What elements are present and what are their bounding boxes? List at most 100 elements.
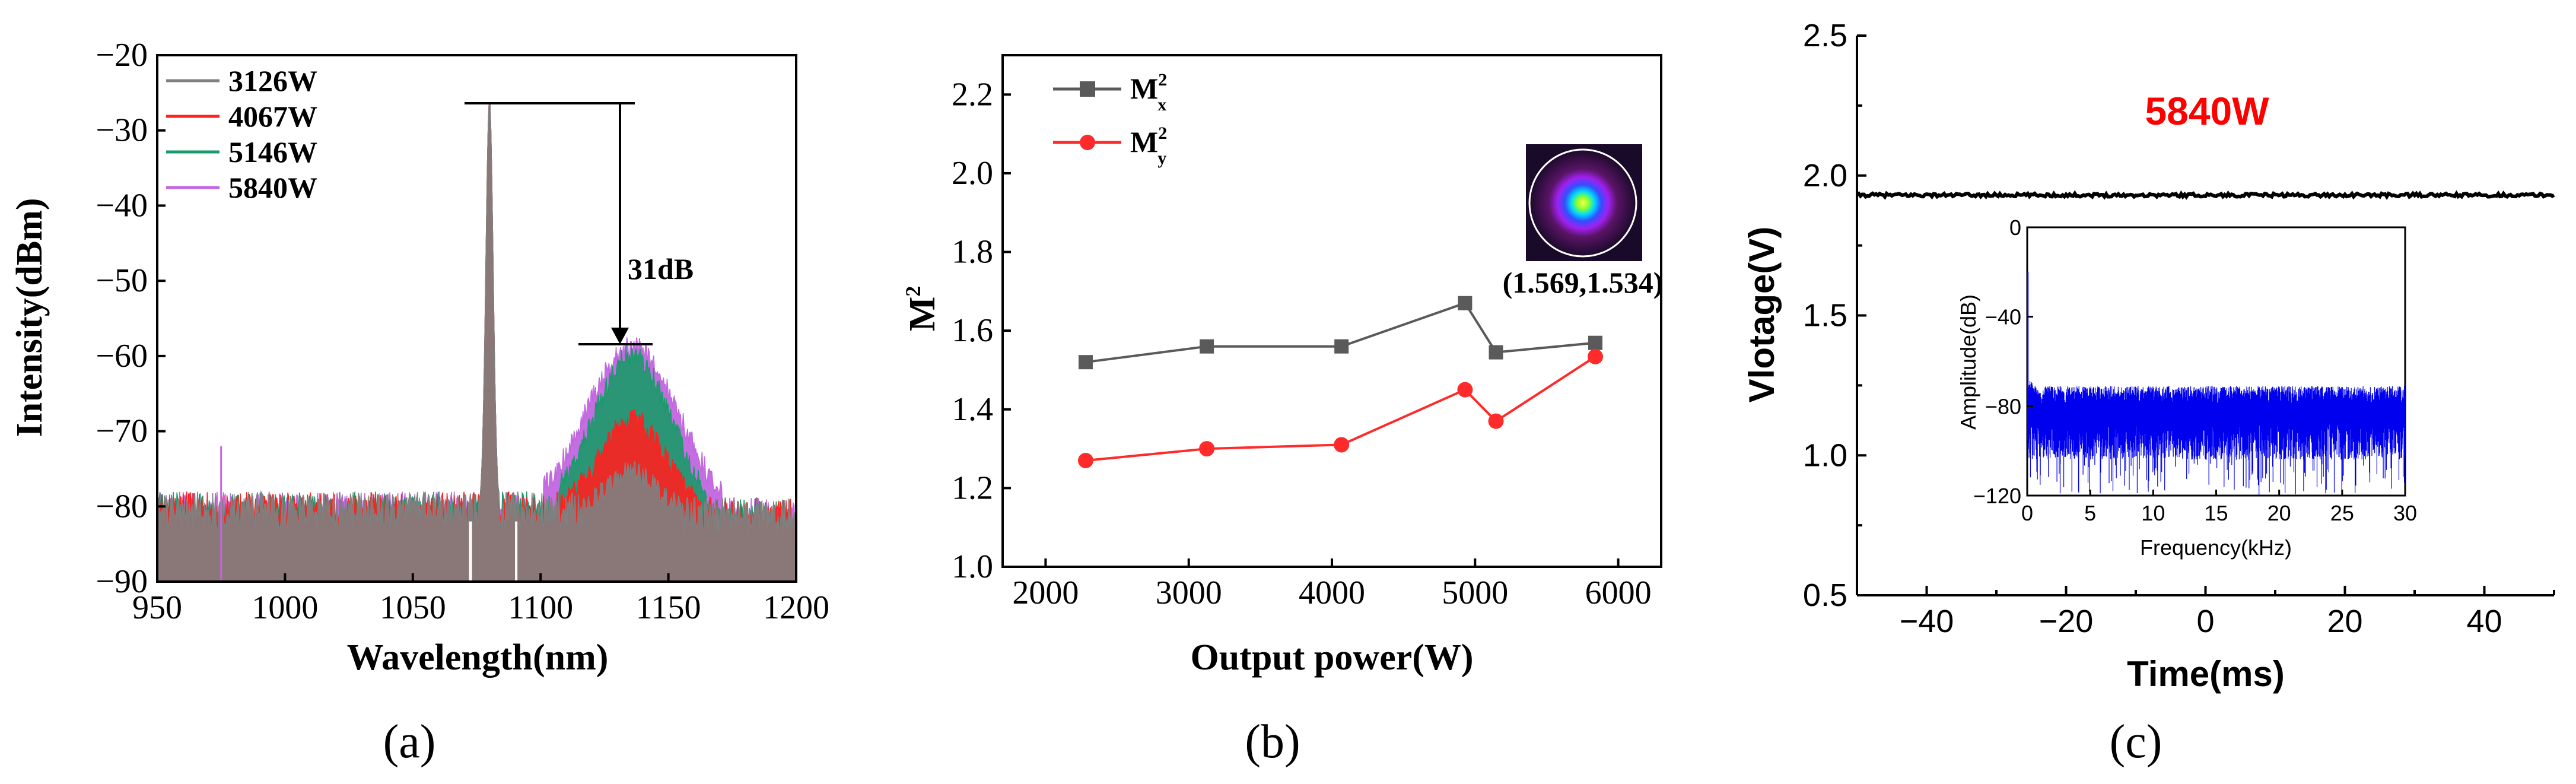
inset-ytick-label: −80	[1985, 394, 2021, 418]
data-point-mx	[1200, 339, 1214, 354]
panel-b-series	[1077, 296, 1603, 468]
panel-a-xtick-label: 1050	[380, 589, 446, 626]
panel-b: 2000 3000 4000 5000 6000 1.0 1.2 1.4 1.6 1.8 2.0 2.…	[901, 54, 1663, 768]
legend-mx-sup: 2	[1158, 70, 1167, 90]
panel-a-xlabel: Wavelength(nm)	[347, 637, 609, 678]
panel-b-ytick-label: 1.0	[952, 548, 993, 585]
legend-label-3126w: 3126W	[228, 64, 317, 97]
panel-a-ytick-label: −80	[96, 488, 148, 525]
annotation-31db: 31dB	[628, 252, 694, 285]
panel-a-ytick-label: −50	[96, 262, 148, 299]
inset-xtick-label: 20	[2267, 501, 2291, 525]
panel-b-xtick-label: 4000	[1299, 574, 1365, 611]
panel-a-ytick-label: −60	[96, 338, 148, 374]
inset-ticks: 0 5 10 15 20 25 30 0 −40 −80 −120	[1973, 215, 2417, 525]
panel-a-ylabel: Intensity(dBm)	[9, 198, 50, 437]
data-point-my	[1457, 382, 1473, 398]
inset-xtick-label: 30	[2393, 501, 2417, 525]
panel-b-xtick-label: 6000	[1585, 574, 1652, 611]
inset-xtick-label: 15	[2204, 501, 2228, 525]
panel-b-xtick-label: 5000	[1442, 574, 1508, 611]
inset-spectrum	[2027, 272, 2406, 496]
panel-c-ylabel: Vlotage(V)	[1742, 227, 1782, 403]
panel-b-ytick-label: 2.2	[952, 76, 993, 113]
panel-a-spectra	[157, 102, 797, 582]
panel-a-ticks: 950 1000 1050 1100 1150 1200 −90 −80 −70 −60 −50 −4…	[96, 37, 829, 626]
legend-label-mx: M2 x	[1130, 70, 1167, 115]
panel-a-frame	[156, 54, 797, 583]
panel-c-ticks: −40 −20 0 20 40 0.5 1.0 1.5 2.0 2.5	[1803, 18, 2555, 639]
panel-c-caption: (c)	[2110, 716, 2162, 768]
panel-b-ytick-label: 1.2	[952, 469, 993, 506]
panel-b-ticks: 2000 3000 4000 5000 6000 1.0 1.2 1.4 1.6 1.8 2.0 2.…	[952, 76, 1652, 611]
legend-label-my: M2 y	[1130, 123, 1167, 168]
panel-a-xtick-label: 950	[132, 589, 182, 626]
panel-a-ytick-label: −40	[96, 187, 148, 224]
panel-c-ytick-label: 2.5	[1803, 18, 1847, 53]
inset-xtick-label: 25	[2330, 501, 2354, 525]
panel-c-ytick-label: 1.5	[1803, 298, 1847, 334]
panel-b-ytick-label: 1.8	[952, 234, 993, 271]
panel-a-xtick-label: 1000	[252, 589, 318, 626]
legend-my-sub: y	[1157, 148, 1166, 168]
series-line-mx	[1085, 301, 1596, 364]
panel-a-xtick-label: 1100	[508, 589, 573, 626]
panel-b-xtick-label: 2000	[1012, 574, 1079, 611]
panel-c: −40 −20 0 20 40 0.5 1.0 1.5 2.0 2.5 5840W 0 5 10 15 2…	[1742, 18, 2555, 768]
data-point-mx	[1334, 339, 1349, 354]
panel-b-ylabel-sup: 2	[901, 286, 925, 297]
panel-b-ylabel-base: M	[902, 297, 943, 332]
beam-profile-image	[1526, 144, 1642, 261]
legend-marker-mx	[1080, 81, 1095, 97]
panel-c-xtick-label: 40	[2466, 604, 2502, 639]
panel-b-legend: M2 x M2 y	[1053, 70, 1167, 168]
panel-c-xtick-label: −20	[2039, 604, 2094, 639]
data-point-mx	[1489, 345, 1503, 360]
panel-c-xtick-label: 0	[2196, 604, 2214, 639]
panel-a-xtick-label: 1150	[636, 589, 701, 626]
data-point-mx	[1078, 355, 1093, 370]
panel-c-xtick-label: 20	[2327, 604, 2362, 639]
inset-ylabel: Amplitude(dB)	[1956, 294, 1980, 430]
legend-label-5146w: 5146W	[228, 135, 317, 169]
panel-c-ytick-label: 1.0	[1803, 437, 1847, 473]
legend-my-sup: 2	[1158, 123, 1167, 143]
legend-mx-sub: x	[1157, 95, 1166, 115]
inset-xtick-label: 5	[2084, 501, 2096, 525]
panel-a-caption: (a)	[383, 716, 436, 768]
panel-a-ytick-label: −90	[96, 563, 148, 600]
inset-xlabel: Frequency(kHz)	[2140, 535, 2292, 560]
panel-c-xtick-label: −40	[1900, 604, 1954, 639]
panel-a: 950 1000 1050 1100 1150 1200 −90 −80 −70 −60 −50 −4…	[9, 37, 829, 768]
panel-a-xtick-label: 1200	[763, 589, 829, 626]
data-point-my	[1488, 413, 1504, 429]
inset-xtick-label: 10	[2141, 501, 2165, 525]
panel-b-frame	[1001, 54, 1662, 568]
legend-label-5840w: 5840W	[228, 171, 317, 204]
power-label-5840w: 5840W	[2145, 89, 2269, 133]
spectrum-gap	[469, 521, 472, 582]
legend-mx-base: M	[1130, 72, 1158, 105]
panel-b-ytick-label: 2.0	[952, 155, 993, 192]
legend-marker-my	[1080, 135, 1095, 150]
data-point-my	[1077, 452, 1093, 468]
series-line-my	[1085, 356, 1597, 462]
data-point-mx	[1588, 335, 1602, 350]
panel-a-ytick-label: −30	[96, 112, 148, 149]
panel-c-ytick-label: 0.5	[1803, 577, 1847, 613]
legend-my-base: M	[1130, 125, 1158, 158]
inset-ytick-label: −120	[1973, 484, 2021, 508]
panel-a-ytick-label: −20	[96, 37, 148, 74]
panel-b-caption: (b)	[1245, 716, 1300, 768]
legend-label-4067w: 4067W	[228, 100, 317, 133]
panel-a-legend: 3126W 4067W 5146W 5840W	[166, 64, 317, 204]
data-point-my	[1334, 437, 1350, 453]
inset-ytick-label: −40	[1985, 305, 2021, 329]
panel-b-ytick-label: 1.6	[952, 312, 993, 349]
panel-b-xtick-label: 3000	[1156, 574, 1222, 611]
data-point-mx	[1458, 296, 1473, 310]
panel-c-xlabel: Time(ms)	[2127, 654, 2285, 694]
voltage-trace	[1856, 190, 2555, 201]
inset-spectrum-trace	[2027, 272, 2406, 496]
